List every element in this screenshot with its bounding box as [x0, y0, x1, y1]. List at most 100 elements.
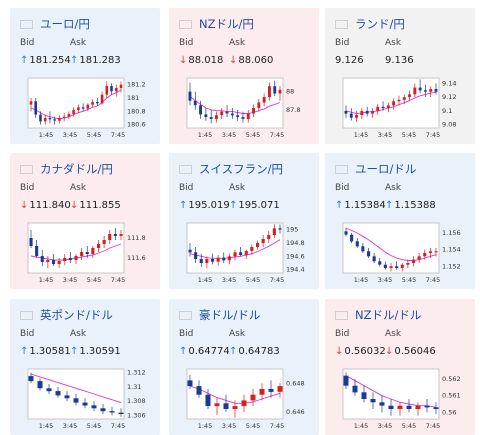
candle-body — [259, 389, 265, 395]
ask-value: ↓88.060 — [229, 55, 273, 66]
candlestick-chart[interactable]: 88 87.8 1:45 3:45 5:45 7:45 — [179, 72, 309, 142]
bid-value: ↓111.840 — [20, 200, 71, 211]
x-tick-label: 1:45 — [198, 131, 213, 139]
x-tick-label: 3:45 — [63, 422, 78, 430]
rate-card-aud-usd[interactable]: 豪ドル/ドル Bid Ask ↑0.64774 ↑0.64783 0.648 0.646 1:… — [169, 299, 319, 435]
ask-value: 9.136 — [385, 55, 414, 66]
rate-card-eur-usd[interactable]: ユーロ/ドル Bid Ask ↑1.15384 ↑1.15388 1.156 1.154 1.… — [325, 153, 475, 289]
pair-title[interactable]: ユーロ/円 — [40, 17, 90, 31]
y-tick-label: 194.4 — [286, 266, 305, 274]
candle-body — [58, 118, 61, 121]
pair-title[interactable]: 豪ドル/ドル — [199, 308, 261, 322]
x-tick-label: 3:45 — [222, 422, 237, 430]
rate-card-nzd-jpy[interactable]: NZドル/円 Bid Ask ↓88.018 ↓88.060 88 87.8 1:45 3:45… — [169, 8, 319, 144]
x-tick-label: 7:45 — [111, 131, 126, 139]
candle-body — [29, 238, 33, 246]
candlestick-chart[interactable]: 9.14 9.12 9.1 9.08 1:45 3:45 5:45 7:45 — [335, 72, 465, 142]
flag-icon — [20, 164, 33, 174]
y-tick-label: 9.1 — [442, 107, 452, 115]
candlestick-chart[interactable]: 0.648 0.646 1:45 3:45 5:45 7:45 — [179, 363, 309, 433]
candle-body — [193, 100, 197, 106]
pair-title[interactable]: NZドル/円 — [199, 17, 254, 31]
candle-body — [199, 105, 202, 115]
candle-body — [402, 97, 406, 100]
pair-title[interactable]: ランド/円 — [355, 17, 405, 31]
x-tick-label: 1:45 — [354, 131, 369, 139]
candle-body — [57, 261, 61, 264]
rate-card-cad-jpy[interactable]: カナダドル/円 Bid Ask ↓111.840 ↓111.855 111.8 111.6 1… — [10, 153, 160, 289]
candle-body — [406, 405, 412, 409]
candlestick-chart[interactable]: 0.562 0.561 0.56 1:45 3:45 5:45 7:45 — [335, 363, 465, 433]
candle-body — [381, 106, 385, 109]
y-tick-label: 111.8 — [127, 234, 146, 242]
candle-body — [205, 259, 209, 263]
candle-body — [64, 395, 70, 399]
rate-card-nzd-usd[interactable]: NZドル/ドル Bid Ask ↓0.56032 ↓0.56046 0.562 0.561 0… — [325, 299, 475, 435]
candlestick-chart[interactable]: 195 194.8 194.6 194.4 1:45 3:45 5:45 7:45 — [179, 217, 309, 287]
candlestick-chart[interactable]: 111.8 111.6 1:45 3:45 5:45 7:45 — [20, 217, 150, 287]
rate-card-eur-jpy[interactable]: ユーロ/円 Bid Ask ↑181.254 ↑181.283 181.2 181 180.8… — [10, 8, 160, 144]
candle-body — [365, 110, 369, 114]
candle-body — [261, 239, 265, 243]
candle-body — [35, 246, 39, 256]
candle-body — [81, 107, 85, 109]
y-tick-label: 1.31 — [127, 383, 141, 391]
x-tick-label: 5:45 — [87, 422, 102, 430]
candle-body — [28, 376, 34, 382]
pair-title[interactable]: ユーロ/ドル — [355, 162, 417, 176]
x-tick-label: 3:45 — [378, 131, 393, 139]
moving-average-line — [30, 373, 122, 404]
candle-body — [230, 113, 234, 116]
arrow-up-icon: ↑ — [179, 200, 188, 211]
flag-icon — [335, 310, 348, 320]
candle-body — [355, 241, 359, 247]
rate-card-gbp-usd[interactable]: 英ポンド/ドル Bid Ask ↑1.30581 ↑1.30591 1.312 1.31 1.… — [10, 299, 160, 435]
y-tick-label: 9.14 — [442, 80, 456, 88]
ask-price: 195.071 — [238, 200, 280, 211]
candle-body — [367, 251, 371, 257]
card-header: 英ポンド/ドル — [20, 308, 113, 322]
y-tick-label: 181.2 — [127, 81, 146, 89]
candlestick-chart[interactable]: 1.312 1.31 1.308 1.306 1:45 3:45 5:45 7:45 — [20, 363, 150, 433]
candle-body — [267, 235, 271, 239]
candle-body — [119, 84, 123, 88]
plot-area — [27, 222, 125, 274]
candle-body — [222, 257, 226, 261]
rate-card-zar-jpy[interactable]: ランド/円 Bid Ask 9.126 9.136 9.14 9.12 9.1 9.08 1:45… — [325, 8, 475, 144]
bid-price: 9.126 — [335, 55, 364, 66]
chart-svg: 111.8 111.6 1:45 3:45 5:45 7:45 — [27, 222, 146, 284]
x-tick-label: 1:45 — [354, 422, 369, 430]
candle-body — [73, 398, 79, 403]
candlestick-chart[interactable]: 181.2 181 180.8 180.6 1:45 3:45 5:45 7:45 — [20, 72, 150, 142]
candle-body — [418, 87, 422, 91]
pair-title[interactable]: スイスフラン/円 — [199, 162, 284, 176]
candle-body — [434, 251, 438, 253]
candle-body — [250, 247, 254, 251]
candle-body — [80, 252, 84, 256]
pair-title[interactable]: 英ポンド/ドル — [40, 308, 113, 322]
candle-body — [52, 260, 56, 264]
bid-value: ↑1.15384 — [335, 200, 386, 211]
bid-price: 195.019 — [188, 200, 230, 211]
chart-svg: 1.312 1.31 1.308 1.306 1:45 3:45 5:45 7:45 — [27, 368, 146, 430]
x-tick-label: 3:45 — [63, 131, 78, 139]
y-tick-label: 195 — [286, 226, 298, 234]
candle-body — [77, 107, 80, 110]
bid-label: Bid — [335, 329, 350, 339]
y-tick-label: 87.8 — [286, 106, 300, 114]
candle-body — [400, 264, 404, 268]
pair-title[interactable]: カナダドル/円 — [40, 162, 113, 176]
candle-body — [232, 406, 238, 409]
ask-label: Ask — [229, 38, 246, 48]
candle-body — [63, 258, 67, 261]
flag-icon — [179, 19, 192, 29]
rate-card-chf-jpy[interactable]: スイスフラン/円 Bid Ask ↑195.019 ↑195.071 195 194.8 19… — [169, 153, 319, 289]
pair-title[interactable]: NZドル/ドル — [355, 308, 422, 322]
candle-body — [96, 102, 99, 104]
candle-body — [67, 114, 71, 117]
bid-price: 88.018 — [188, 55, 224, 66]
x-tick-label: 5:45 — [402, 276, 417, 284]
candlestick-chart[interactable]: 1.156 1.154 1.152 1:45 3:45 5:45 7:45 — [335, 217, 465, 287]
arrow-down-icon: ↓ — [385, 346, 394, 357]
